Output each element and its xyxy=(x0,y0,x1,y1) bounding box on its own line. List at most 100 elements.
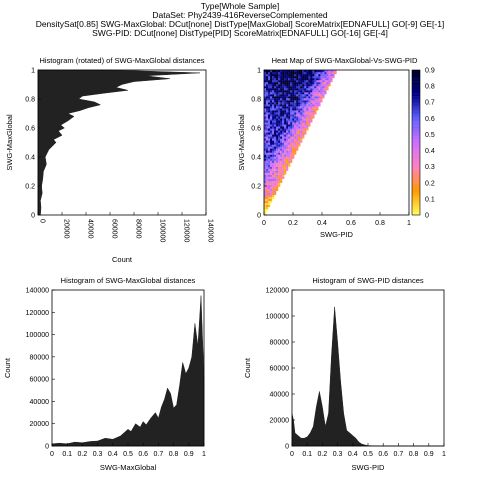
heatmap-cell xyxy=(278,124,281,127)
heatmap-cell xyxy=(280,156,283,159)
heatmap-cell xyxy=(312,74,315,77)
heatmap-cell xyxy=(270,140,273,143)
heatmap-cell xyxy=(274,110,277,113)
heatmap-cell xyxy=(268,160,271,163)
heatmap-cell xyxy=(306,118,309,121)
heatmap-cell xyxy=(308,106,311,109)
heatmap-cell xyxy=(282,168,285,171)
heatmap-cell xyxy=(272,90,275,93)
heatmap-cell xyxy=(280,102,283,105)
heatmap-cell xyxy=(310,70,313,73)
heatmap-cell xyxy=(306,84,309,87)
heatmap-cell xyxy=(276,156,279,159)
heatmap-cell xyxy=(300,120,303,123)
colorbar-segment xyxy=(412,72,420,76)
heatmap-cell xyxy=(270,178,273,181)
heatmap-cell xyxy=(292,88,295,91)
heatmap-cell xyxy=(274,88,277,91)
heatmap-cell xyxy=(274,178,277,181)
heatmap-cell xyxy=(298,104,301,107)
heatmap-cell xyxy=(274,116,277,119)
heatmap-cell xyxy=(298,72,301,75)
heatmap-cell xyxy=(328,78,331,81)
heatmap-cell xyxy=(300,80,303,83)
heatmap-cell xyxy=(270,190,273,193)
heatmap-cell xyxy=(296,108,299,111)
heatmap-cell xyxy=(308,116,311,119)
heatmap-cell xyxy=(320,76,323,79)
heatmap-cell xyxy=(306,102,309,105)
heatmap-cell xyxy=(320,96,323,99)
heatmap-cell xyxy=(276,164,279,167)
heatmap-cell xyxy=(312,84,315,87)
heatmap-cell xyxy=(292,126,295,129)
heatmap-cell xyxy=(266,100,269,103)
heatmap-cell xyxy=(280,158,283,161)
x-tick-label: 60000 xyxy=(111,219,118,239)
heatmap-cell xyxy=(274,138,277,141)
heatmap-cell xyxy=(266,198,269,202)
heatmap-cell xyxy=(302,86,305,89)
heatmap-cell xyxy=(296,72,299,75)
heatmap-cell xyxy=(278,84,281,87)
heatmap-cell xyxy=(272,190,275,193)
heatmap-cell xyxy=(274,170,277,173)
heatmap-cell xyxy=(272,108,275,111)
heatmap-cell xyxy=(288,106,291,109)
heatmap-cell xyxy=(284,108,287,111)
heatmap-cell xyxy=(290,126,293,129)
heatmap-cell xyxy=(298,100,301,103)
heatmap-cell xyxy=(288,152,291,155)
heatmap-cell xyxy=(284,130,287,133)
heatmap-cell xyxy=(276,114,279,117)
heatmap-cell xyxy=(272,82,275,85)
heatmap-cell xyxy=(264,168,267,171)
heatmap-cell xyxy=(282,108,285,111)
heatmap-cell xyxy=(300,112,303,115)
heatmap-cell xyxy=(292,154,295,157)
heatmap-cell xyxy=(272,168,275,171)
heatmap-cell xyxy=(282,116,285,119)
heatmap-cell xyxy=(310,96,313,99)
colorbar-segment xyxy=(412,93,420,97)
heatmap-cell xyxy=(274,164,277,167)
heatmap-cell xyxy=(278,90,281,93)
heatmap-cell xyxy=(282,88,285,91)
colorbar-segment xyxy=(412,81,420,85)
heatmap-cell xyxy=(326,84,329,87)
heatmap-cell xyxy=(278,118,281,121)
heatmap-cell xyxy=(278,184,281,187)
heatmap-cell xyxy=(270,126,273,129)
heatmap-cell xyxy=(274,124,277,127)
heatmap-cell xyxy=(276,158,279,161)
heatmap-cell xyxy=(290,130,293,133)
heatmap-cell xyxy=(294,70,297,73)
heatmap-cell xyxy=(310,106,313,109)
heatmap-cell xyxy=(264,180,267,183)
heatmap-cell xyxy=(328,72,331,75)
heatmap-cell xyxy=(290,110,293,113)
heatmap-cell xyxy=(268,122,271,125)
heatmap-cell xyxy=(310,110,313,113)
heatmap-cell xyxy=(324,78,327,81)
heatmap-cell xyxy=(288,86,291,89)
heatmap-cell xyxy=(312,72,315,75)
colorbar-segment xyxy=(412,200,420,204)
heatmap-cell xyxy=(306,72,309,75)
heatmap-cell xyxy=(298,130,301,133)
heatmap-cell xyxy=(312,116,315,119)
heatmap-cell xyxy=(308,86,311,89)
heatmap-cell xyxy=(316,90,319,93)
heatmap-cell xyxy=(282,172,285,175)
heatmap-cell xyxy=(284,98,287,101)
heatmap-cell xyxy=(286,80,289,83)
heatmap-cell xyxy=(306,124,309,127)
heatmap-cell xyxy=(326,80,329,83)
heatmap-cell xyxy=(286,146,289,149)
heatmap-cell xyxy=(288,136,291,139)
heatmap-cell xyxy=(292,134,295,137)
heatmap-cell xyxy=(280,160,283,163)
heatmap-cell xyxy=(302,82,305,85)
heatmap-cell xyxy=(268,150,271,153)
colorbar-segment xyxy=(412,119,420,123)
